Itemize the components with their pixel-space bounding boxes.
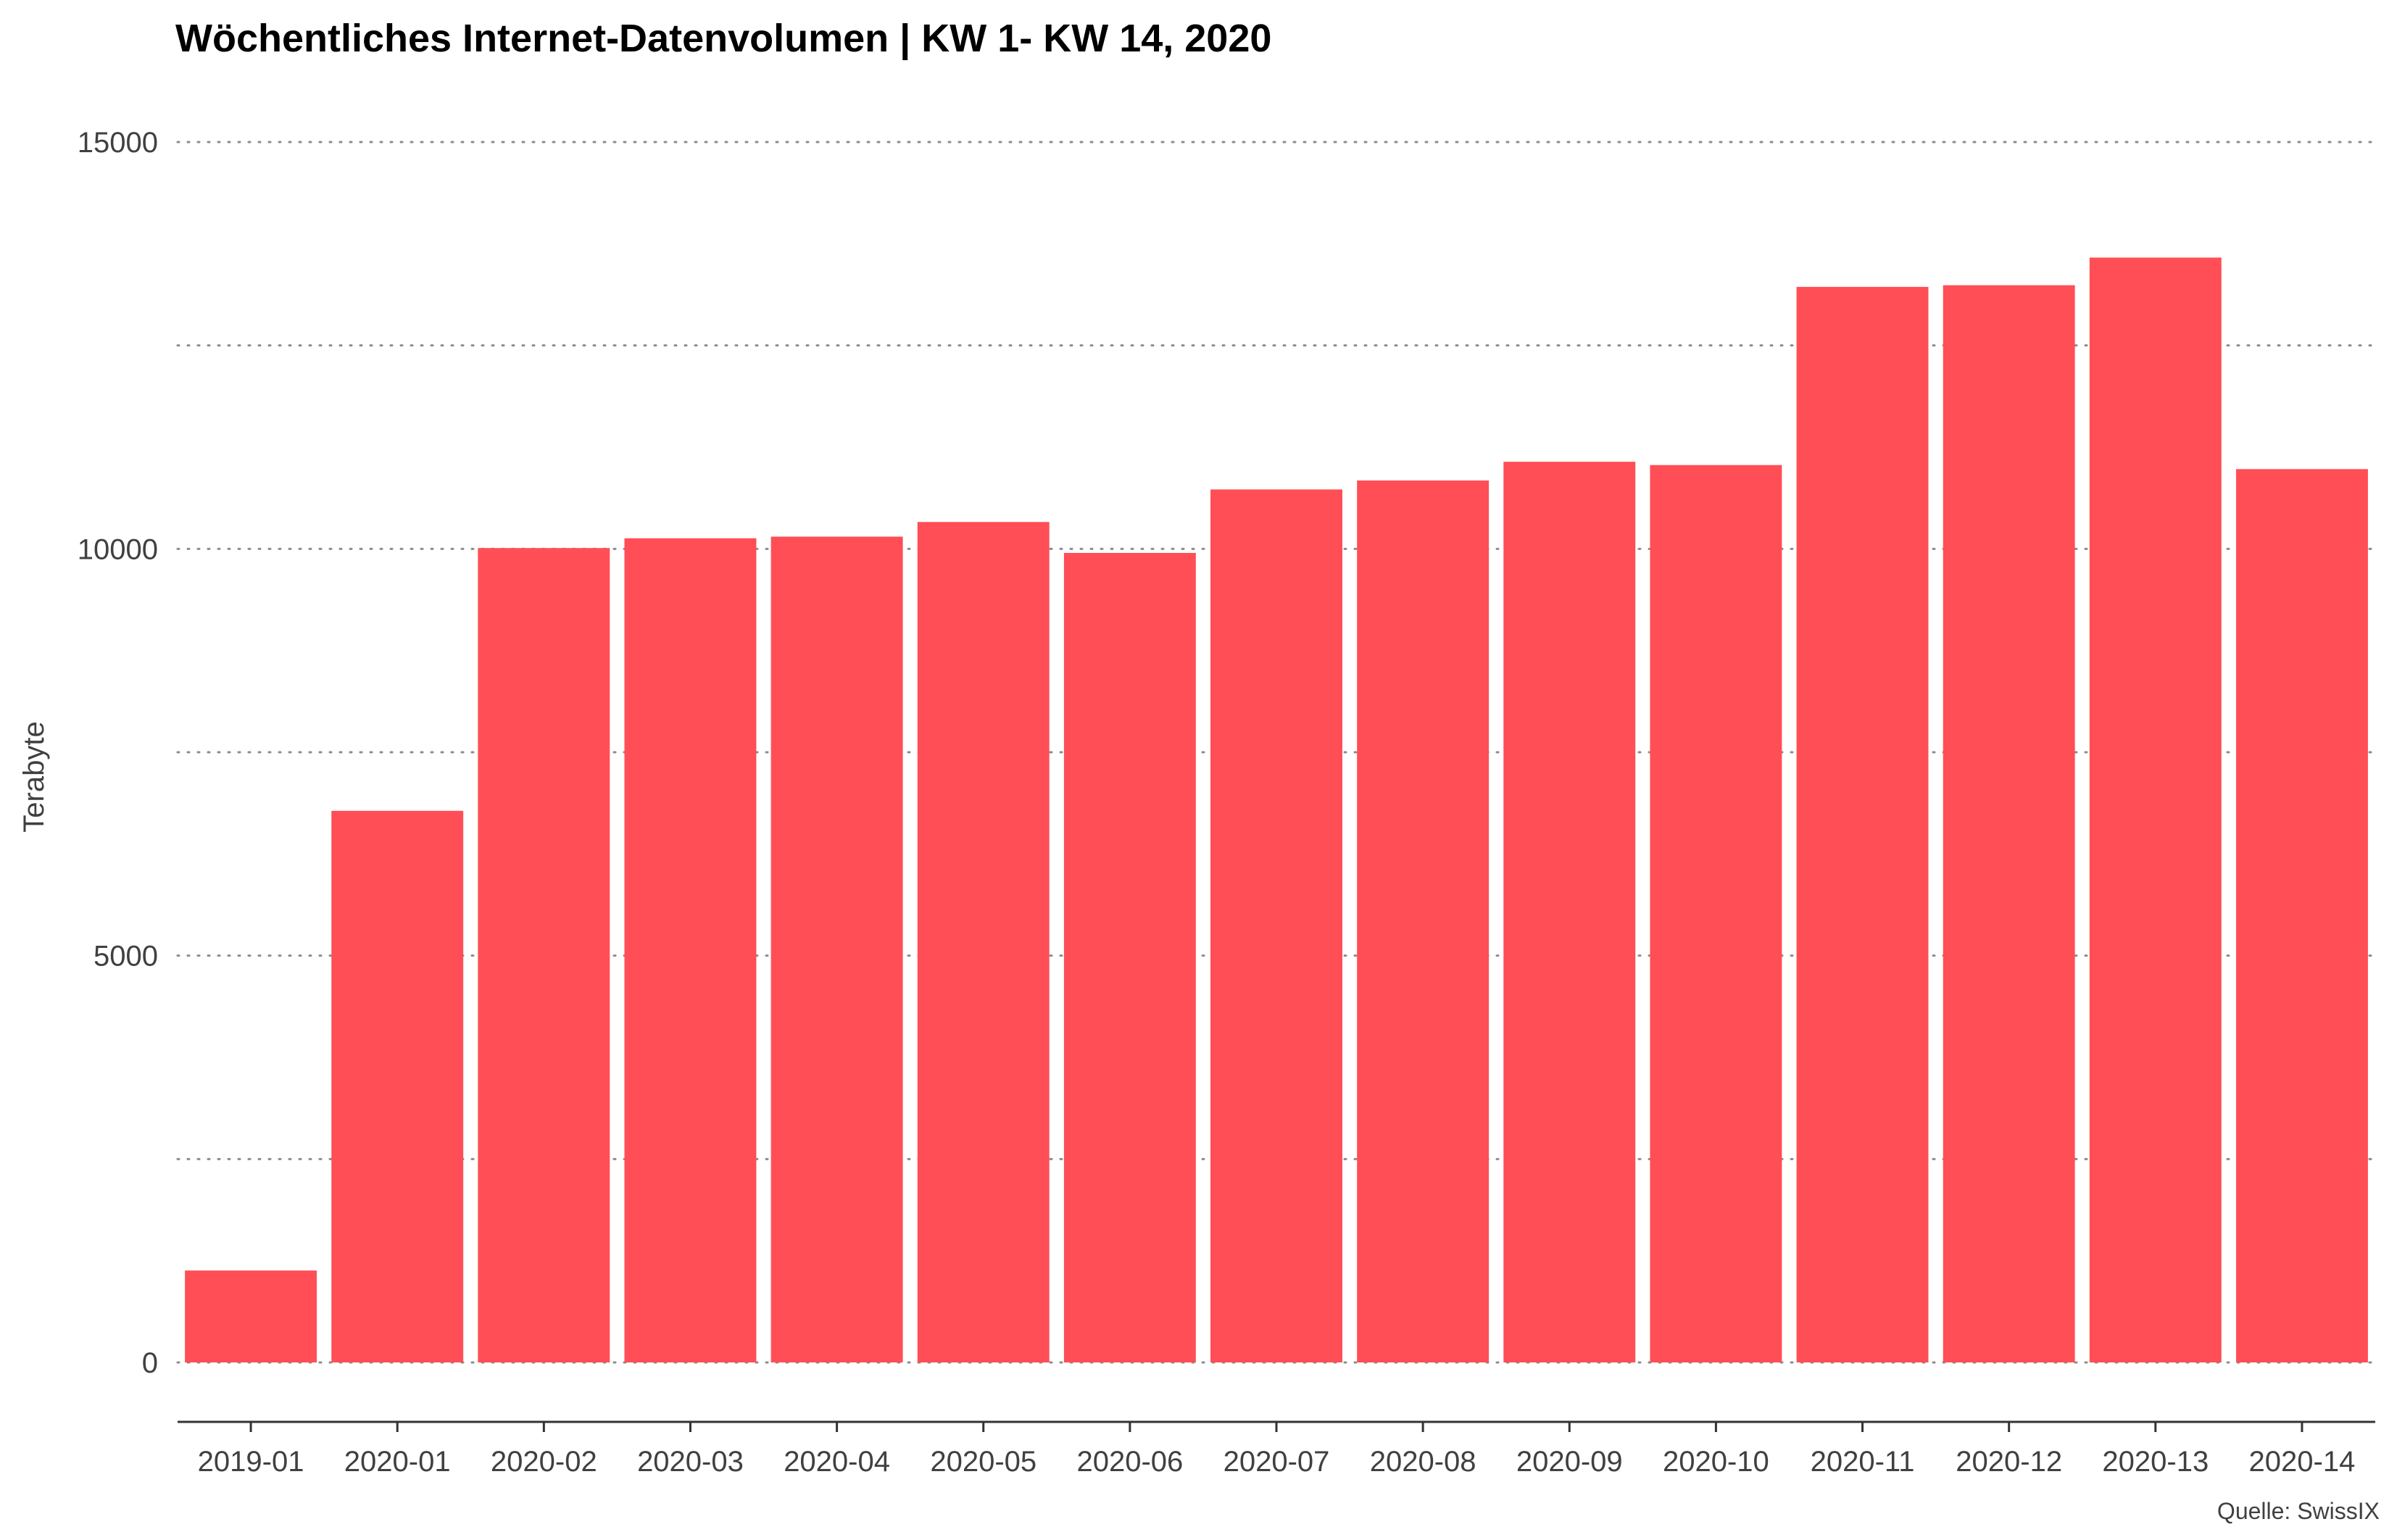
- x-tick-label: 2020-05: [930, 1446, 1037, 1478]
- bars: [185, 257, 2368, 1363]
- source-caption: Quelle: SwissIX: [2217, 1498, 2380, 1524]
- bar-2020-13: [2089, 257, 2222, 1362]
- x-tick-label: 2020-09: [1516, 1446, 1623, 1478]
- bar-2020-06: [1063, 552, 1196, 1362]
- y-tick-label: 5000: [94, 941, 158, 973]
- y-axis: 0 5000 10000 15000: [78, 127, 158, 1379]
- bar-2020-10: [1650, 465, 1782, 1362]
- y-axis-title: Terabyte: [18, 721, 50, 832]
- x-tick-label: 2020-07: [1224, 1446, 1330, 1478]
- x-tick-label: 2020-03: [637, 1446, 744, 1478]
- x-tick-label: 2020-10: [1663, 1446, 1769, 1478]
- bar-2020-14: [2235, 469, 2368, 1362]
- chart-title: Wöchentliches Internet-Datenvolumen | KW…: [175, 17, 1272, 60]
- bar-2020-04: [770, 536, 903, 1362]
- bar-2020-08: [1357, 480, 1490, 1363]
- x-axis: 2019-01 2020-01 2020-02 2020-03 2020-04 2020-…: [178, 1420, 2375, 1478]
- x-tick-label: 2020-11: [1811, 1446, 1915, 1478]
- bar-2020-09: [1503, 462, 1636, 1362]
- y-tick-label: 10000: [78, 533, 158, 565]
- x-tick-label: 2020-12: [1956, 1446, 2062, 1478]
- y-tick-label: 0: [142, 1347, 158, 1379]
- bar-2020-11: [1796, 286, 1929, 1362]
- x-tick-label: 2020-01: [344, 1446, 451, 1478]
- x-tick-label: 2020-02: [491, 1446, 597, 1478]
- x-tick-label: 2020-13: [2102, 1446, 2209, 1478]
- bar-2020-02: [478, 548, 610, 1362]
- y-tick-label: 15000: [78, 127, 158, 159]
- x-tick-label: 2020-14: [2249, 1446, 2356, 1478]
- bar-2020-05: [917, 522, 1050, 1362]
- bar-2020-01: [331, 810, 464, 1362]
- bar-2020-03: [624, 538, 757, 1362]
- x-tick-label: 2020-04: [784, 1446, 890, 1478]
- x-tick-label: 2019-01: [198, 1446, 304, 1478]
- bar-2020-07: [1210, 489, 1342, 1362]
- x-tick-label: 2020-06: [1076, 1446, 1183, 1478]
- bar-2020-12: [1943, 285, 2075, 1362]
- bar-2019-01: [185, 1270, 317, 1362]
- x-tick-label: 2020-08: [1370, 1446, 1476, 1478]
